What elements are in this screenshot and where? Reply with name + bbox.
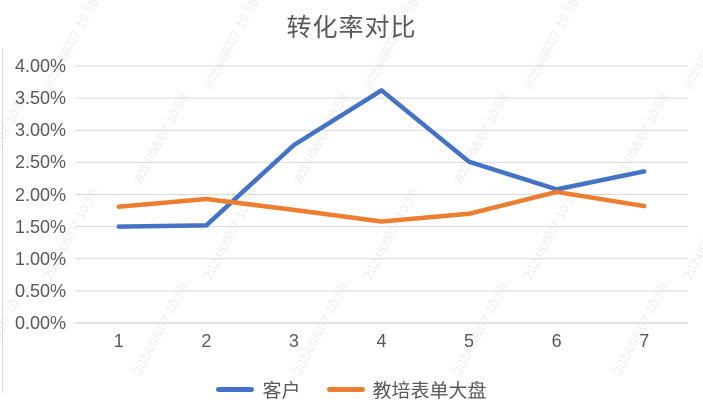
x-axis-category-label: 3 bbox=[288, 331, 299, 351]
y-axis-tick-label: 3.50% bbox=[14, 88, 66, 109]
y-axis-tick-label: 0.50% bbox=[14, 280, 66, 301]
chart-left-border bbox=[2, 48, 3, 393]
x-axis-category-label: 1 bbox=[113, 331, 124, 351]
legend-line-swatch bbox=[326, 387, 365, 392]
series-line-0 bbox=[116, 88, 647, 229]
x-axis-category-label: 5 bbox=[464, 331, 475, 351]
y-axis-tick-label: 0.00% bbox=[14, 313, 66, 333]
y-axis-tick-label: 1.00% bbox=[14, 248, 66, 269]
legend-label: 教培表单大盘 bbox=[372, 381, 487, 402]
y-axis-tick-label: 3.00% bbox=[14, 120, 66, 141]
legend-item-0: 客户 bbox=[216, 376, 301, 403]
y-axis-tick-label: 2.00% bbox=[14, 184, 66, 205]
y-axis-tick-label: 1.50% bbox=[14, 216, 66, 237]
chart-title: 转化率对比 bbox=[286, 14, 417, 42]
y-axis-tick-label: 4.00% bbox=[14, 56, 66, 76]
x-axis-category-label: 6 bbox=[551, 331, 562, 351]
y-axis-tick-label: 2.50% bbox=[14, 152, 66, 173]
series-line-1 bbox=[116, 189, 647, 224]
x-axis-category-label: 2 bbox=[201, 331, 212, 351]
legend: 客户 教培表单大盘 bbox=[0, 376, 703, 403]
legend-line-swatch bbox=[216, 387, 255, 392]
x-axis-category-label: 7 bbox=[639, 331, 650, 351]
x-axis-category-label: 4 bbox=[376, 331, 387, 351]
legend-item-1: 教培表单大盘 bbox=[326, 376, 487, 403]
legend-label: 客户 bbox=[262, 381, 301, 402]
